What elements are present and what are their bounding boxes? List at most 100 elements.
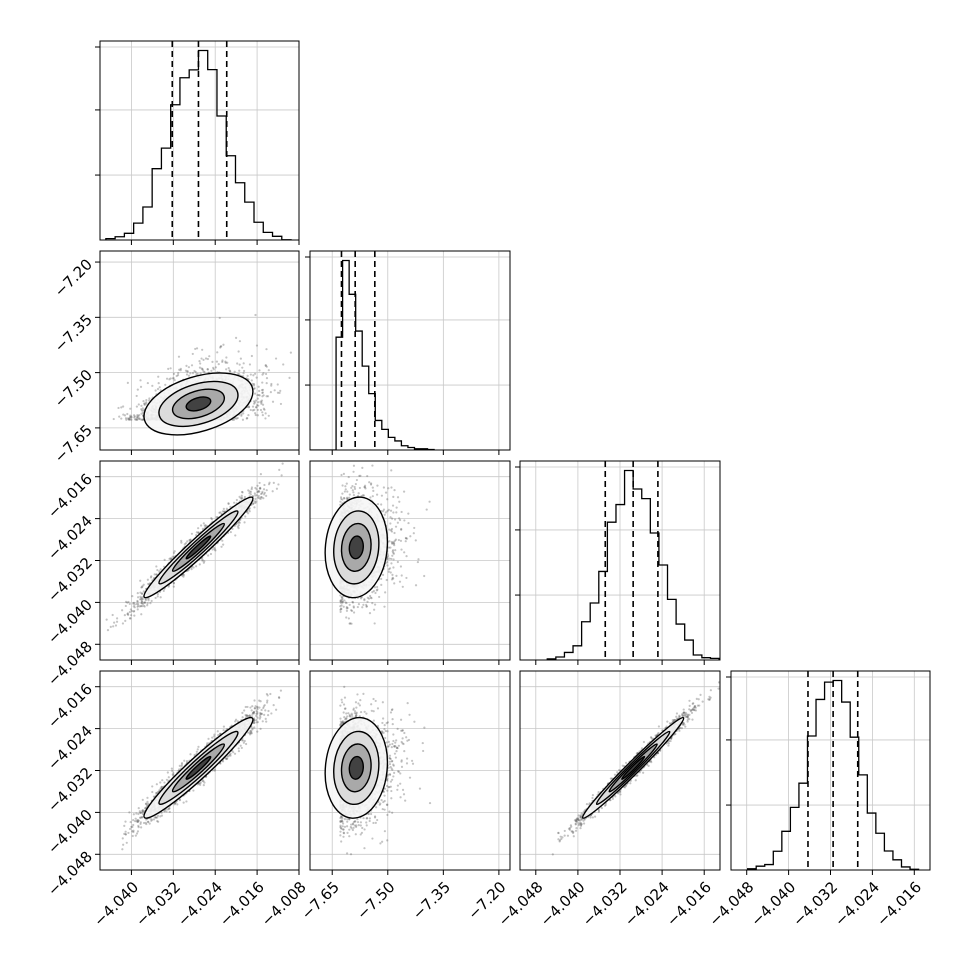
sample-point [122, 413, 125, 416]
sample-point [219, 345, 222, 348]
sample-point [140, 600, 144, 603]
sample-point [253, 401, 257, 404]
sample-point [191, 372, 195, 375]
sample-point [177, 372, 180, 375]
sample-point [164, 383, 167, 386]
sample-point [124, 619, 127, 622]
sample-point [257, 404, 260, 407]
sample-point [97, 646, 99, 648]
sample-point [229, 370, 232, 373]
sample-point [256, 403, 259, 407]
sample-point [146, 578, 149, 581]
sample-point [185, 364, 188, 367]
sample-point [187, 366, 190, 369]
sample-point [120, 417, 123, 420]
sample-point [243, 495, 247, 499]
sample-point [184, 542, 188, 545]
sample-point [140, 597, 143, 601]
sample-point [206, 367, 209, 371]
sample-point [172, 551, 176, 555]
sample-point [201, 367, 204, 371]
sample-point [186, 370, 189, 373]
sample-point [249, 490, 253, 493]
sample-point [147, 582, 150, 586]
sample-point [182, 575, 185, 578]
sample-point [289, 351, 292, 354]
sample-point [189, 539, 192, 542]
sample-point [140, 596, 143, 599]
sample-point [186, 540, 189, 543]
sample-point [211, 360, 214, 363]
sample-point [132, 610, 135, 613]
sample-point [120, 406, 123, 409]
sample-point [179, 369, 182, 372]
sample-point [232, 418, 236, 421]
sample-point [159, 596, 162, 599]
sample-point [256, 393, 259, 397]
sample-point [242, 372, 245, 375]
sample-point [241, 491, 244, 494]
sample-point [188, 538, 191, 542]
sample-point [141, 602, 144, 606]
sample-point [135, 418, 139, 421]
sample-point [153, 573, 156, 576]
sample-point [261, 490, 264, 493]
sample-point [261, 395, 264, 398]
sample-point [121, 622, 125, 625]
sample-point [169, 377, 172, 380]
histogram-step [546, 469, 720, 660]
sample-point [237, 522, 240, 525]
sample-point [267, 414, 270, 417]
sample-point [173, 379, 176, 382]
sample-point [267, 369, 270, 372]
sample-point [127, 613, 130, 616]
sample-point [147, 597, 150, 600]
sample-point [142, 583, 145, 586]
sample-point [218, 316, 221, 320]
sample-point [201, 368, 204, 371]
sample-point [139, 595, 142, 598]
sample-point [266, 395, 270, 398]
density-contours [143, 372, 254, 436]
sample-point [202, 561, 205, 564]
sample-point [133, 606, 136, 609]
sample-point [169, 558, 173, 561]
sample-point [129, 418, 132, 421]
sample-point [202, 370, 205, 373]
sample-point [252, 502, 255, 505]
sample-point [261, 492, 264, 495]
sample-point [132, 602, 135, 605]
sample-point [244, 515, 247, 518]
sample-point [242, 362, 245, 365]
sample-point [147, 599, 150, 602]
sample-point [271, 400, 275, 403]
sample-point [182, 573, 186, 577]
sample-point [136, 415, 139, 418]
sample-point [115, 617, 119, 620]
sample-point [241, 418, 245, 421]
sample-point [263, 493, 266, 496]
sample-point [133, 415, 137, 418]
sample-point [137, 416, 140, 419]
sample-point [132, 605, 135, 608]
contour-level [185, 396, 212, 412]
sample-point [130, 416, 133, 419]
sample-point [157, 375, 160, 378]
sample-point [203, 560, 206, 563]
sample-point [243, 521, 246, 524]
sample-point [198, 563, 201, 566]
sample-point [195, 533, 198, 537]
sample-point [178, 368, 181, 371]
sample-point [239, 357, 242, 360]
sample-point [135, 418, 139, 421]
sample-point [235, 498, 238, 502]
sample-point [279, 389, 282, 392]
sample-point [136, 416, 139, 419]
sample-point [259, 486, 262, 489]
sample-point [140, 604, 144, 608]
sample-point [193, 369, 196, 373]
sample-point [252, 402, 256, 405]
sample-point [271, 490, 274, 493]
sample-point [201, 527, 204, 531]
sample-point [204, 524, 207, 527]
